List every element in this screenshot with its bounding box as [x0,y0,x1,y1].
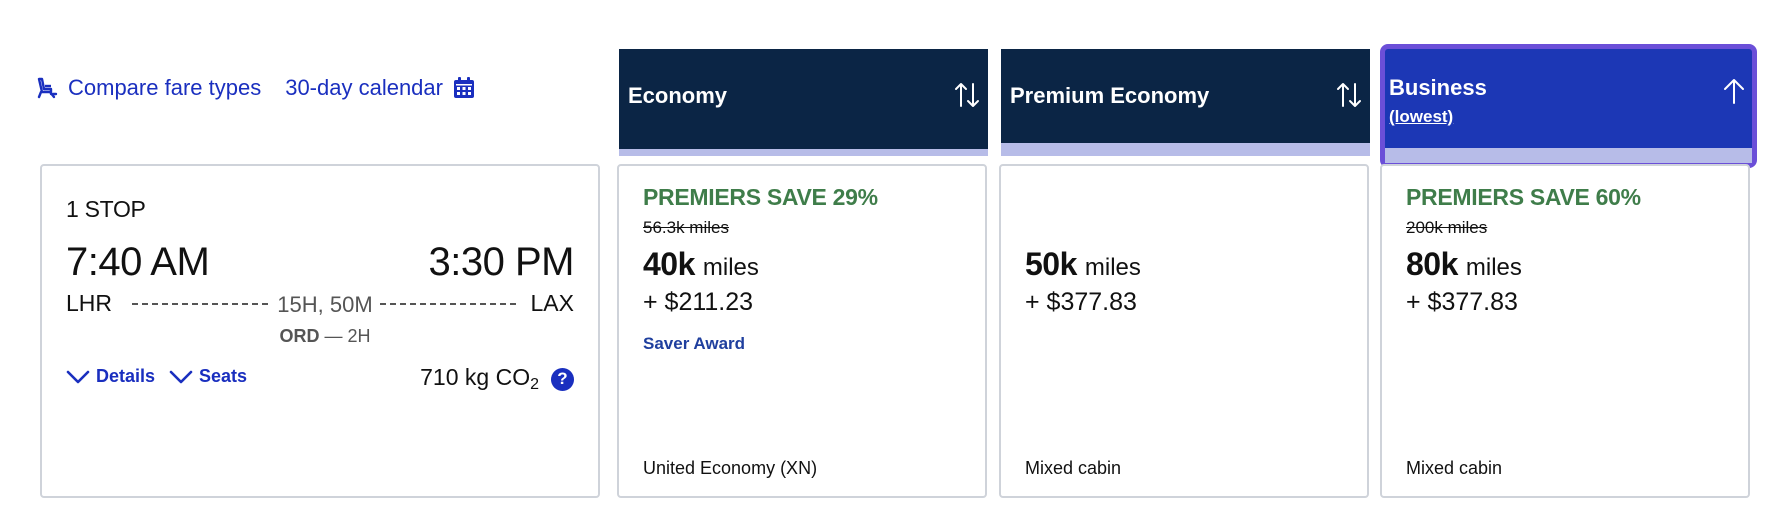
flight-links: Details Seats [66,366,247,387]
fare-card-premium-economy[interactable]: 50k miles + $377.83 Mixed cabin [999,164,1369,498]
miles-price: 40k miles [643,246,759,283]
departure-time: 7:40 AM [66,240,210,284]
sort-up-icon [1724,79,1744,104]
sort-both-icon [955,83,979,107]
co2-text: 710 kg CO [420,364,531,390]
column-accent-strip [619,149,988,156]
miles-amount: 40k [643,246,695,282]
original-price: 200k miles [1406,218,1488,237]
promo-label: PREMIERS SAVE 60% [1406,184,1641,210]
fare-card-economy[interactable]: PREMIERS SAVE 29% 56.3k miles 40k miles … [617,164,987,498]
column-title: Business [1389,75,1487,100]
help-icon[interactable]: ? [551,367,574,391]
co2-subscript: 2 [530,376,539,393]
miles-price: 50k miles [1025,246,1141,283]
layover-airport: ORD [279,326,320,346]
column-title: Premium Economy [1010,83,1210,108]
origin-airport: LHR [66,290,113,316]
destination-airport: LAX [530,290,574,316]
layover-duration: — 2H [324,326,371,346]
miles-unit: miles [702,254,759,281]
calendar-label: 30-day calendar [285,75,443,100]
award-type-label: Saver Award [643,334,746,353]
arrival-time: 3:30 PM [428,240,575,284]
seat-icon [37,77,58,99]
miles-amount: 80k [1406,246,1458,282]
column-subtitle: (lowest) [1389,107,1454,126]
seats-toggle[interactable]: Seats [169,366,247,387]
calendar-link[interactable]: 30-day calendar [285,75,475,101]
miles-unit: miles [1465,254,1522,281]
miles-price: 80k miles [1406,246,1522,283]
calendar-icon [453,77,474,98]
column-header-premium-economy[interactable]: Premium Economy [1001,49,1370,156]
chevron-down-icon [66,370,90,383]
cash-price: + $377.83 [1025,288,1137,316]
details-toggle[interactable]: Details [66,366,155,387]
column-header-economy[interactable]: Economy [619,49,988,156]
stops-label: 1 STOP [66,196,146,222]
column-header-business[interactable]: Business (lowest) [1380,44,1757,168]
column-title: Economy [628,83,728,108]
sort-both-icon [1337,83,1361,107]
cabin-label: Mixed cabin [1025,458,1122,478]
cabin-label: Mixed cabin [1406,458,1503,478]
miles-amount: 50k [1025,246,1077,282]
fare-toolbar: Compare fare types 30-day calendar [36,72,475,104]
layover-info: ORD — 2H [270,326,380,347]
column-accent-strip [1001,143,1370,156]
miles-unit: miles [1084,254,1141,281]
compare-fare-types-label: Compare fare types [68,75,262,100]
flight-summary-card: 1 STOP 7:40 AM 3:30 PM LHR LAX 15H, 50M … [40,164,600,498]
flight-duration: 15H, 50M [277,292,373,317]
cash-price: + $377.83 [1406,288,1518,316]
route-line-left [132,303,268,305]
co2-emissions: 710 kg CO2 ? [420,364,574,394]
cabin-label: United Economy (XN) [643,458,818,478]
co2-value: 710 kg CO2 [420,364,539,394]
seats-label: Seats [199,366,248,386]
route-line-right [380,303,516,305]
promo-label: PREMIERS SAVE 29% [643,184,878,210]
fare-card-business[interactable]: PREMIERS SAVE 60% 200k miles 80k miles +… [1380,164,1750,498]
chevron-down-icon [169,370,193,383]
details-label: Details [96,366,156,386]
column-accent-strip [1385,148,1752,163]
original-price: 56.3k miles [643,218,729,237]
cash-price: + $211.23 [643,288,754,316]
compare-fare-types-link[interactable]: Compare fare types [36,75,261,101]
